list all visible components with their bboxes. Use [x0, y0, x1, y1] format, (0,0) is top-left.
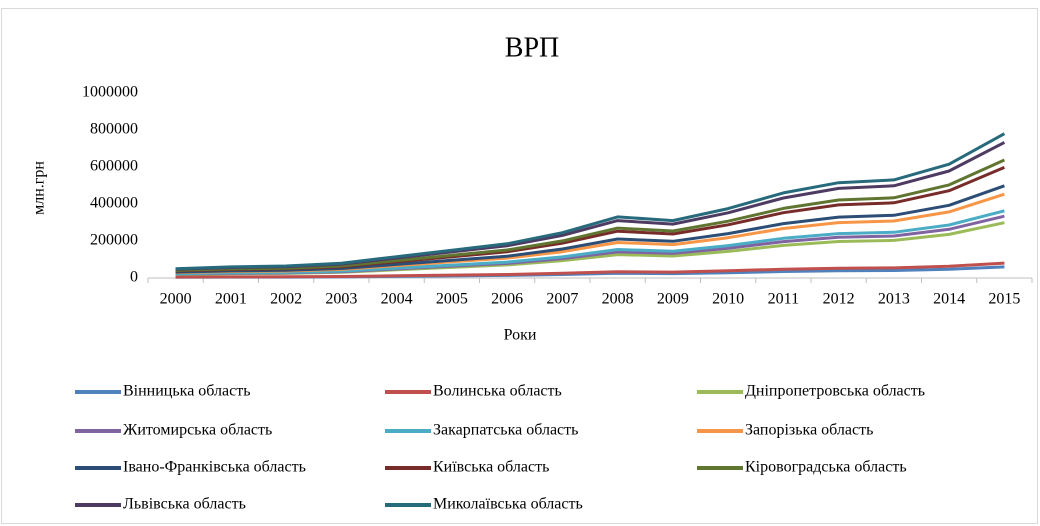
x-tick-label: 2005 — [436, 291, 468, 308]
legend-label: Кіровоградська область — [745, 459, 907, 476]
legend-label: Запорізька область — [745, 422, 873, 439]
chart-title: ВРП — [505, 32, 559, 63]
legend-label: Миколаївська область — [433, 496, 583, 513]
x-tick-label: 2000 — [160, 291, 192, 308]
x-tick-label: 2001 — [215, 291, 247, 308]
legend-label: Львівська область — [123, 496, 246, 513]
y-tick-label: 800000 — [90, 121, 138, 138]
x-tick-label: 2006 — [491, 291, 523, 308]
x-tick-label: 2012 — [823, 291, 855, 308]
legend-label: Закарпатська область — [433, 422, 578, 439]
legend-label: Київська область — [433, 459, 549, 476]
x-tick-label: 2002 — [270, 291, 302, 308]
y-tick-label: 0 — [130, 269, 138, 286]
legend-label: Житомирська область — [123, 422, 272, 439]
legend-label: Вінницька область — [123, 383, 251, 400]
x-tick-label: 2014 — [933, 291, 965, 308]
y-tick-label: 400000 — [90, 195, 138, 212]
legend-label: Івано-Франківська область — [123, 459, 306, 476]
y-axis-label: млн.грн — [31, 161, 48, 215]
x-tick-label: 2015 — [988, 291, 1020, 308]
x-tick-label: 2011 — [768, 291, 799, 308]
legend-label: Дніпропетровська область — [745, 383, 925, 400]
legend-label: Волинська область — [433, 383, 562, 400]
x-tick-label: 2013 — [878, 291, 910, 308]
x-tick-label: 2004 — [381, 291, 413, 308]
x-tick-label: 2010 — [712, 291, 744, 308]
y-tick-label: 600000 — [90, 158, 138, 175]
series-line — [175, 261, 1005, 279]
series-line — [175, 132, 1006, 271]
y-tick-label: 200000 — [90, 232, 138, 249]
x-tick-label: 2003 — [325, 291, 357, 308]
y-tick-label: 1000000 — [82, 84, 138, 101]
x-tick-label: 2007 — [546, 291, 578, 308]
x-axis-label: Роки — [504, 327, 537, 344]
x-tick-label: 2008 — [602, 291, 634, 308]
x-tick-label: 2009 — [657, 291, 689, 308]
series-line — [175, 209, 1005, 276]
series-line — [175, 158, 1006, 272]
chart-border — [1, 8, 1038, 524]
series-line — [175, 184, 1005, 274]
